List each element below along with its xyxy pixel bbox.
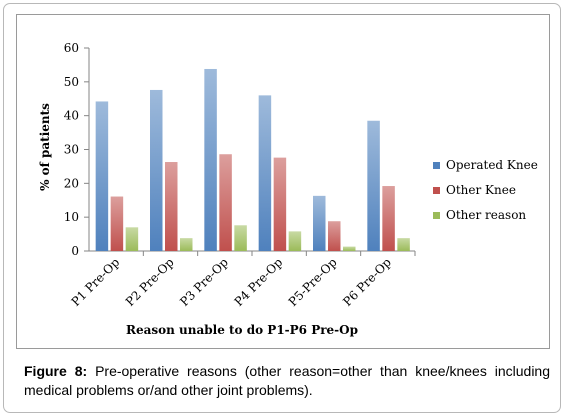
bar-other-knee [382, 186, 395, 251]
bar-operated-knee [204, 68, 217, 251]
legend-swatch [433, 212, 440, 219]
bar-other-reason [343, 246, 356, 251]
bar-other-knee [273, 157, 287, 251]
x-tick-label: P6 Pre-Op [340, 255, 394, 309]
y-tick-label: 30 [64, 143, 79, 157]
legend-swatch [433, 187, 440, 194]
y-tick-label: 40 [64, 109, 79, 123]
y-tick-labels: 0 10 20 30 40 50 60 [64, 41, 79, 258]
bar-other-knee [328, 221, 341, 251]
y-tick-label: 10 [64, 210, 79, 224]
bar-other-knee [110, 196, 124, 251]
bars [95, 68, 410, 251]
x-axis-label: Reason unable to do P1-P6 Pre-Op [126, 323, 358, 337]
legend-swatch [433, 162, 440, 169]
bar-chart: 0 10 20 30 40 50 60 P1 Pre-Op P2 Pre-Op P3 Pre-O… [38, 41, 538, 337]
x-tick-label: P3 Pre-Op [177, 255, 231, 309]
bar-operated-knee [95, 101, 109, 251]
y-axis-label: % of patients [38, 103, 52, 191]
bar-operated-knee [150, 89, 163, 251]
legend: Operated Knee Other Knee Other reason [433, 158, 538, 222]
y-tick-label: 0 [71, 244, 79, 258]
chart-area: 0 10 20 30 40 50 60 P1 Pre-Op P2 Pre-Op P3 Pre-O… [16, 14, 550, 349]
caption-text: Pre-operative reasons (other reason=othe… [24, 363, 551, 398]
bar-other-reason [397, 238, 410, 251]
bar-operated-knee [367, 120, 380, 251]
x-tick-label: P4 Pre-Op [232, 255, 286, 309]
figure-frame: 0 10 20 30 40 50 60 P1 Pre-Op P2 Pre-Op P3 Pre-O… [3, 3, 561, 413]
x-tick-label: P5-Pre-Op [286, 255, 340, 309]
bar-other-knee [165, 162, 178, 251]
chart-axes [84, 47, 416, 256]
x-tick-label: P2 Pre-Op [123, 255, 177, 309]
legend-label: Other Knee [446, 183, 516, 197]
bar-other-reason [180, 238, 193, 251]
bar-other-reason [288, 231, 302, 251]
bar-other-knee [219, 154, 232, 251]
legend-label: Other reason [446, 208, 526, 222]
y-tick-label: 60 [64, 41, 79, 55]
bar-operated-knee [258, 95, 272, 251]
bar-other-reason [234, 225, 247, 251]
x-tick-label: P1 Pre-Op [69, 255, 123, 309]
bar-operated-knee [313, 195, 326, 251]
y-tick-label: 50 [64, 75, 79, 89]
x-tick-labels: P1 Pre-Op P2 Pre-Op P3 Pre-Op P4 Pre-Op P5-P… [69, 255, 395, 309]
bar-other-reason [125, 227, 139, 251]
y-tick-label: 20 [64, 176, 79, 190]
legend-label: Operated Knee [446, 158, 538, 172]
figure-caption: Figure 8: Pre-operative reasons (other r… [24, 362, 550, 400]
caption-label: Figure 8: [24, 363, 88, 379]
